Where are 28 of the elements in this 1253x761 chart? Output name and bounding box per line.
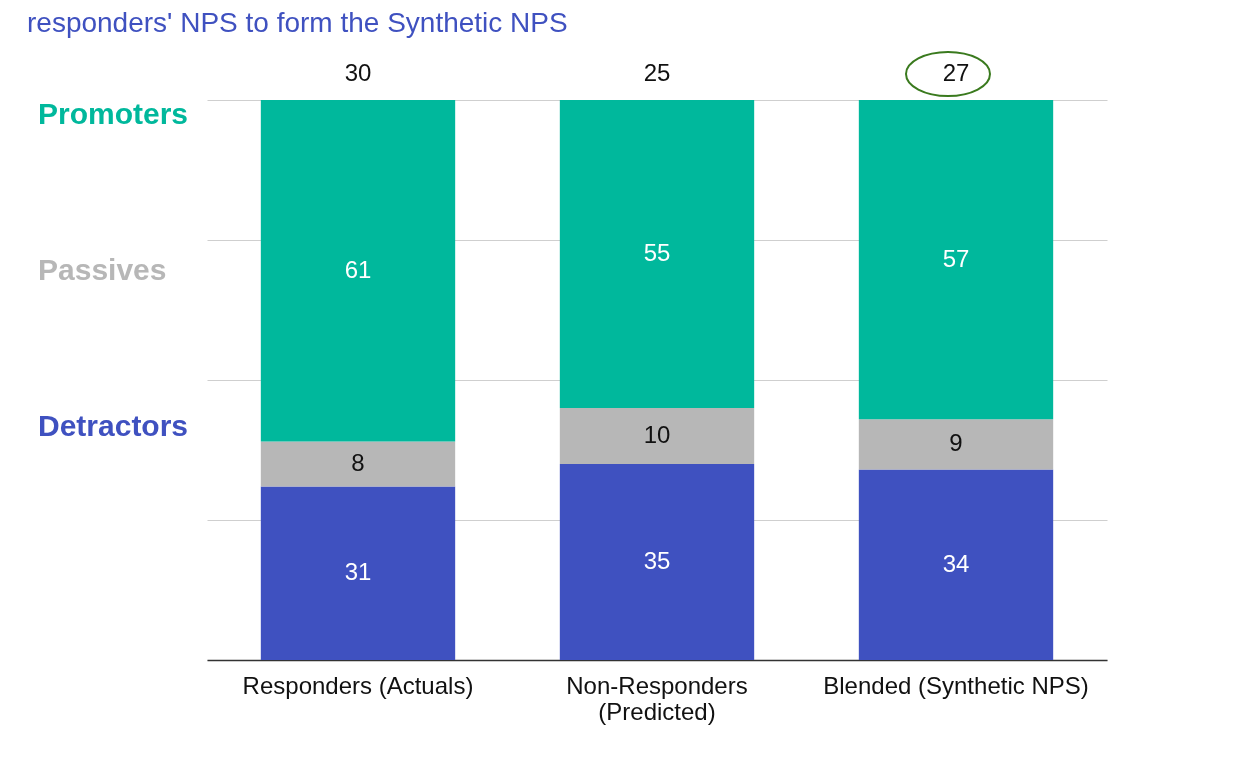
bar bbox=[858, 419, 1054, 470]
x-tick-label: Non-Responders (Predicted) bbox=[566, 671, 748, 725]
data-label: 34 bbox=[942, 549, 970, 577]
text: Promoters bbox=[38, 97, 189, 130]
data-label: 31 bbox=[344, 558, 372, 586]
bar bbox=[858, 100, 1054, 420]
bar bbox=[260, 486, 456, 660]
text: Detractors bbox=[38, 409, 189, 442]
bar bbox=[260, 441, 456, 487]
data-label: 55 bbox=[643, 239, 671, 266]
bar bbox=[559, 408, 755, 464]
chart-title: responders' NPS to form the Synthetic NPS bbox=[27, 7, 568, 38]
annotation: 27 bbox=[942, 59, 970, 86]
data-label: 61 bbox=[344, 255, 372, 283]
x-tick-label: Blended (Synthetic NPS) bbox=[823, 671, 1089, 699]
bar bbox=[559, 464, 755, 660]
data-label: 9 bbox=[949, 429, 963, 457]
bar bbox=[260, 100, 456, 442]
bar bbox=[559, 100, 755, 408]
data-label: 57 bbox=[942, 244, 970, 272]
x-tick-label: Responders (Actuals) bbox=[242, 671, 474, 699]
annotation: 30 bbox=[344, 59, 372, 86]
data-label: 8 bbox=[351, 449, 365, 476]
bar bbox=[858, 469, 1054, 660]
data-label: 35 bbox=[643, 547, 671, 574]
data-label: 10 bbox=[643, 421, 671, 448]
text: Passives bbox=[38, 253, 167, 286]
annotation: 25 bbox=[643, 59, 671, 86]
